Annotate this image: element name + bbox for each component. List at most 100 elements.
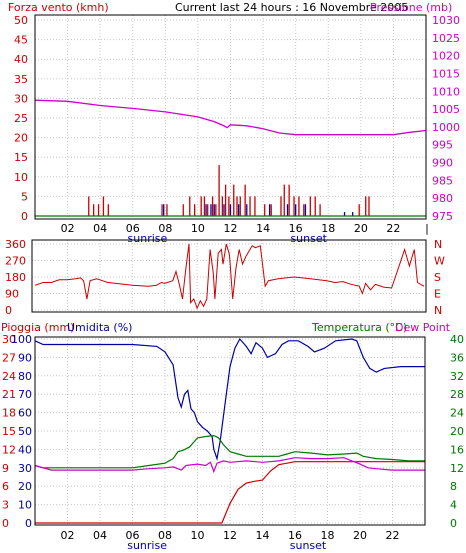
chart1-plot-frame <box>34 14 427 220</box>
chart1-x-tick-label: 04 <box>93 222 107 235</box>
chart1-end-tick-label: | <box>425 222 429 235</box>
chart1-right-tick-label: 990 <box>432 157 453 170</box>
chart1-left-tick-label: 50 <box>14 14 28 27</box>
chart2-left-tick-label: 90 <box>5 288 19 301</box>
chart1-left-tick-label: 0 <box>21 210 28 223</box>
chart3-dewpoint-axis-label: Dew Point <box>395 321 451 334</box>
chart3-sunrise-label: sunrise <box>127 539 167 552</box>
chart3-temperature-tick-label: 16 <box>450 443 464 456</box>
chart3-rain-tick-label: 3 <box>2 499 9 512</box>
chart3-plot-frame <box>34 336 426 526</box>
chart3-x-tick-label: 12 <box>223 529 237 542</box>
chart1-right-tick-label: 1010 <box>432 85 460 98</box>
chart1-left-tick-label: 45 <box>14 34 28 47</box>
chart3-x-tick-label: 04 <box>93 529 107 542</box>
chart1-x-tick-label: 22 <box>386 222 400 235</box>
chart2-compass-label: W <box>434 255 445 268</box>
chart1-x-tick-label: 06 <box>126 222 140 235</box>
chart3-humidity-tick-label: 10 <box>18 499 32 512</box>
chart3-rain-tick-label: 0 <box>2 517 9 530</box>
chart3-humidity-tick-label: 70 <box>18 388 32 401</box>
chart3-temperature-tick-label: 40 <box>450 333 464 346</box>
chart3-humidity-tick-label: 90 <box>18 351 32 364</box>
chart3-x-tick-label: 06 <box>126 529 140 542</box>
chart2-compass-label: N <box>434 238 442 251</box>
chart1-right-tick-label: 1020 <box>432 50 460 63</box>
chart3-humidity-tick-label: 100 <box>11 333 32 346</box>
chart1-right-tick-label: 980 <box>432 192 453 205</box>
chart1-x-tick-label: 18 <box>321 222 335 235</box>
chart3-temperature-tick-label: 12 <box>450 462 464 475</box>
chart3-x-tick-label: 14 <box>256 529 270 542</box>
chart3-rain-tick-label: 18 <box>2 407 16 420</box>
chart1-right-axis-label: Pressione (mb) <box>370 1 452 14</box>
chart1-x-tick-label: 14 <box>256 222 270 235</box>
rain-series-line <box>35 461 425 524</box>
chart3-rain-tick-label: 27 <box>2 351 16 364</box>
chart3-temperature-tick-label: 28 <box>450 388 464 401</box>
chart2-left-tick-label: 0 <box>5 304 12 317</box>
chart3-humidity-tick-label: 0 <box>25 517 32 530</box>
chart3-temperature-tick-label: 8 <box>450 480 457 493</box>
chart1-right-tick-label: 975 <box>432 210 453 223</box>
chart2-compass-label: E <box>434 288 441 301</box>
chart2-left-tick-label: 360 <box>5 238 26 251</box>
chart2-compass-label: S <box>434 271 441 284</box>
chart1-left-tick-label: 40 <box>14 53 28 66</box>
pressure-series-line <box>34 99 427 136</box>
chart1-left-tick-label: 25 <box>14 112 28 125</box>
humidity-series-line <box>34 337 425 461</box>
chart3-rain-tick-label: 30 <box>2 333 16 346</box>
dewpoint-series-line <box>34 457 425 474</box>
chart1-left-axis-label: Forza vento (kmh) <box>8 1 109 14</box>
chart2-left-tick-label: 270 <box>5 255 26 268</box>
chart3-humidity-axis-label: Umidita (%) <box>67 321 132 334</box>
chart3-x-tick-label: 22 <box>386 529 400 542</box>
chart1-right-tick-label: 985 <box>432 174 453 187</box>
chart3-temperature-tick-label: 32 <box>450 370 464 383</box>
chart3-rain-tick-label: 12 <box>2 443 16 456</box>
chart3-humidity-tick-label: 20 <box>18 480 32 493</box>
chart3-x-tick-label: 16 <box>288 529 302 542</box>
chart1-sunrise-label: sunrise <box>128 232 168 245</box>
chart3-sunset-label: sunset <box>290 539 327 552</box>
chart3-rain-tick-label: 15 <box>2 425 16 438</box>
chart1-sunset-label: sunset <box>290 232 327 245</box>
chart2-left-tick-label: 180 <box>5 271 26 284</box>
wind-direction-series-line <box>34 243 425 310</box>
chart1-left-tick-label: 5 <box>21 190 28 203</box>
chart3-humidity-tick-label: 80 <box>18 370 32 383</box>
chart1-left-tick-label: 10 <box>14 171 28 184</box>
chart1-x-tick-label: 12 <box>224 222 238 235</box>
chart2-compass-label: N <box>434 304 442 317</box>
chart1-left-tick-label: 15 <box>14 151 28 164</box>
chart1-right-tick-label: 995 <box>432 139 453 152</box>
chart1-right-tick-label: 1030 <box>432 14 460 27</box>
chart3-temperature-tick-label: 0 <box>450 517 457 530</box>
chart3-temperature-tick-label: 36 <box>450 351 464 364</box>
chart1-left-tick-label: 20 <box>14 132 28 145</box>
chart3-rain-tick-label: 9 <box>2 462 9 475</box>
chart3-rain-axis-label: Pioggia (mm) <box>1 321 74 334</box>
chart3-rain-tick-label: 24 <box>2 370 16 383</box>
chart3-x-tick-label: 08 <box>158 529 172 542</box>
chart3-temperature-tick-label: 24 <box>450 407 464 420</box>
chart3-rain-tick-label: 21 <box>2 388 16 401</box>
chart3-rain-tick-label: 6 <box>2 480 9 493</box>
chart1-right-tick-label: 1005 <box>432 103 460 116</box>
chart3-humidity-tick-label: 50 <box>18 425 32 438</box>
chart3-temperature-tick-label: 4 <box>450 499 457 512</box>
chart3-temperature-axis-label: Temperatura (°C) <box>311 321 407 334</box>
chart3-humidity-tick-label: 60 <box>18 407 32 420</box>
chart1-right-tick-label: 1000 <box>432 121 460 134</box>
chart3-x-tick-label: 18 <box>321 529 335 542</box>
chart1-x-tick-label: 20 <box>354 222 368 235</box>
temperature-series-line <box>34 434 425 469</box>
chart1-x-tick-label: 08 <box>158 222 172 235</box>
chart3-humidity-tick-label: 40 <box>18 443 32 456</box>
chart1-x-tick-label: 10 <box>191 222 205 235</box>
chart1-x-tick-label: 02 <box>61 222 75 235</box>
chart1-left-tick-label: 35 <box>14 73 28 86</box>
